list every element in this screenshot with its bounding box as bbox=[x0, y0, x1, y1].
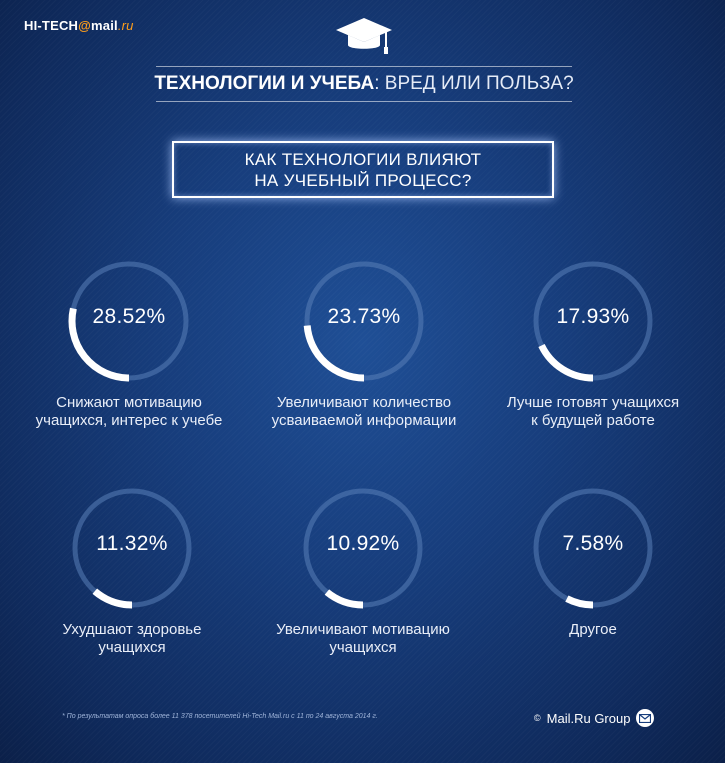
stat-label: Увеличивают количество усваиваемой инфор… bbox=[249, 394, 479, 430]
stat-value: 28.52% bbox=[92, 305, 166, 328]
ring-arc bbox=[68, 307, 130, 382]
stat-label-line: Лучше готовят учащихся bbox=[506, 394, 680, 411]
logo-at: @ bbox=[78, 18, 92, 33]
stat-label-line: Увеличивают мотивацию bbox=[276, 621, 450, 638]
ring-chart bbox=[528, 256, 658, 386]
stat-label-line: к будущей работе bbox=[531, 412, 655, 429]
stat-value: 10.92% bbox=[326, 532, 400, 555]
question-line-2: НА УЧЕБНЫЙ ПРОЦЕСС? bbox=[254, 170, 472, 190]
envelope-icon bbox=[636, 709, 655, 727]
ring-chart bbox=[528, 483, 658, 613]
ring-chart bbox=[299, 256, 429, 386]
graduation-cap-icon bbox=[336, 18, 392, 54]
stat-label-line: Другое bbox=[569, 621, 617, 638]
logo-ru: .ru bbox=[117, 18, 134, 33]
ring-arc bbox=[303, 325, 365, 382]
ring-arc bbox=[324, 589, 364, 609]
ring-arc bbox=[565, 595, 594, 609]
stat-label-line: учащихся, интерес к учебе bbox=[35, 412, 223, 429]
stat-value: 23.73% bbox=[327, 305, 401, 328]
ring-chart bbox=[64, 256, 194, 386]
stat-value: 17.93% bbox=[556, 305, 630, 328]
logo-brand: HI-TECH bbox=[24, 18, 79, 33]
stat-label: Лучше готовят учащихся к будущей работе bbox=[478, 394, 708, 430]
stat-label: Увеличивают мотивацию учащихся bbox=[248, 621, 478, 657]
title-sub: : ВРЕД ИЛИ ПОЛЬЗА? bbox=[374, 73, 574, 94]
survey-footnote: * По результатам опроса более 11 378 пос… bbox=[62, 713, 378, 720]
stat-value: 11.32% bbox=[96, 532, 168, 555]
logo-mail: mail bbox=[91, 18, 118, 33]
stat-label-line: Снижают мотивацию bbox=[56, 394, 202, 411]
stat-label: Ухудшают здоровье учащихся bbox=[17, 621, 247, 657]
site-logo: HI-TECH@mail.ru bbox=[24, 18, 134, 33]
stat-label-line: усваиваемой информации bbox=[271, 412, 457, 429]
question-box: КАК ТЕХНОЛОГИИ ВЛИЯЮТ НА УЧЕБНЫЙ ПРОЦЕСС… bbox=[172, 141, 554, 198]
stat-label-line: учащихся bbox=[98, 639, 166, 656]
stat-label-line: Увеличивают количество bbox=[276, 394, 452, 411]
page-title: ТЕХНОЛОГИИ И УЧЕБА : ВРЕД ИЛИ ПОЛЬЗА? bbox=[154, 66, 574, 102]
company-name: Mail.Ru Group bbox=[546, 710, 631, 726]
ring-chart bbox=[67, 483, 197, 613]
ring-arc bbox=[538, 343, 594, 382]
mailru-group-logo: © Mail.Ru Group bbox=[534, 709, 655, 727]
stat-label: Снижают мотивацию учащихся, интерес к уч… bbox=[14, 394, 244, 430]
ring-arc bbox=[92, 588, 133, 609]
title-main: ТЕХНОЛОГИИ И УЧЕБА bbox=[154, 73, 375, 94]
stat-label-line: учащихся bbox=[329, 639, 397, 656]
stat-value: 7.58% bbox=[562, 532, 624, 555]
ring-chart bbox=[298, 483, 428, 613]
stat-label: Другое bbox=[478, 621, 708, 639]
question-line-1: КАК ТЕХНОЛОГИИ ВЛИЯЮТ bbox=[244, 149, 482, 169]
stat-label-line: Ухудшают здоровье bbox=[62, 621, 202, 638]
copyright-sign: © bbox=[534, 713, 541, 723]
